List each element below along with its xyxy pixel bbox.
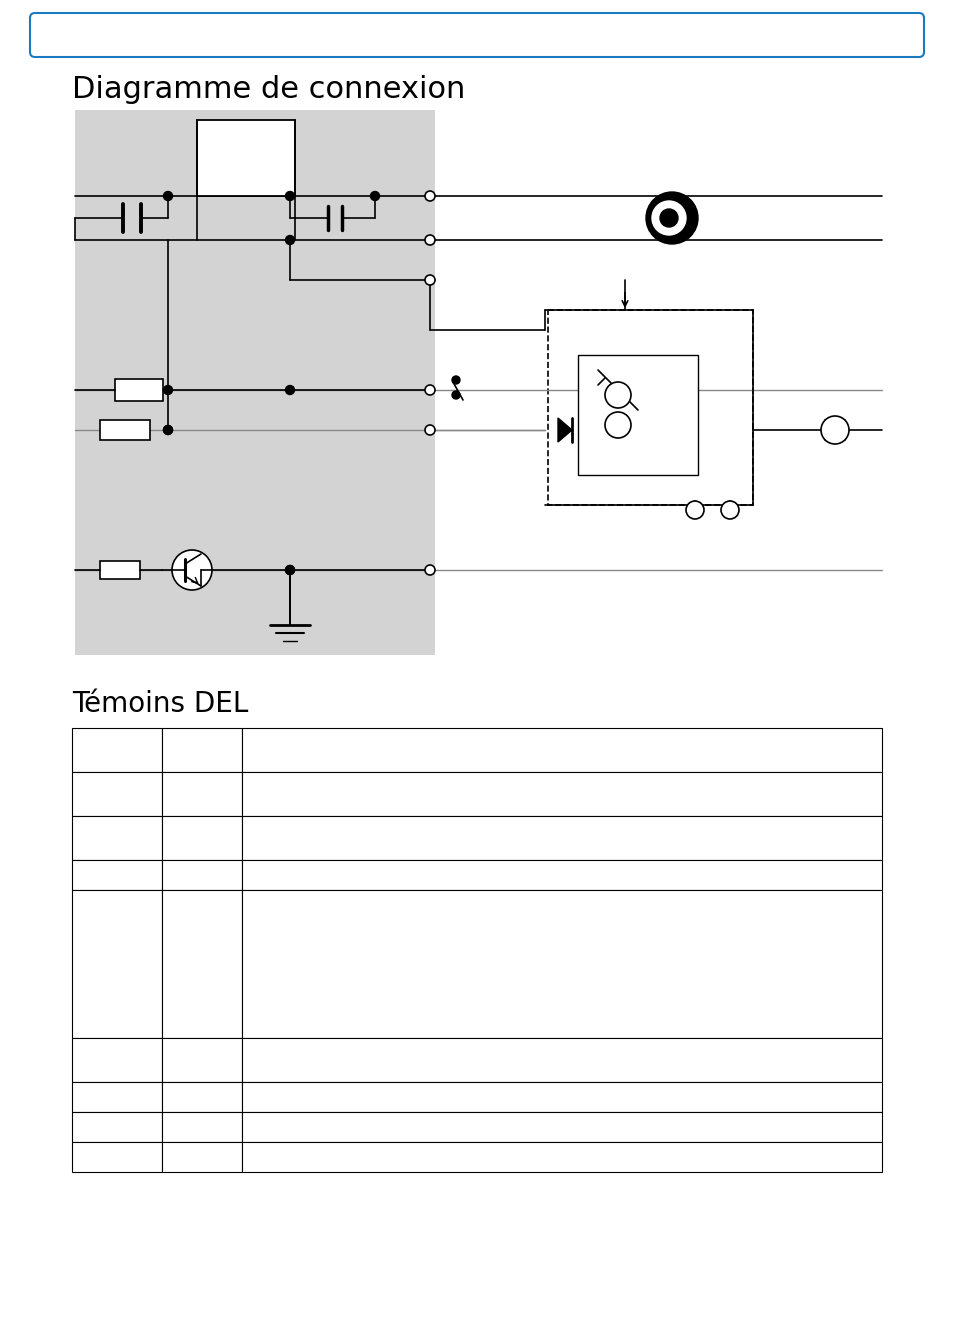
Text: Diagramme de connexion: Diagramme de connexion: [71, 75, 465, 104]
Bar: [162, 890, 242, 1038]
Text: Vert continu en cas de fonctionnement normal.
Remarque : Le voyant d'état peut ê: Vert continu en cas de fonctionnement no…: [250, 894, 770, 993]
Circle shape: [285, 566, 294, 575]
Circle shape: [163, 191, 172, 201]
Bar: [242, 1142, 882, 1173]
Circle shape: [285, 191, 294, 201]
Bar: [196, 120, 294, 197]
Bar: [162, 771, 242, 816]
Bar: [242, 890, 882, 1038]
Bar: [162, 1142, 242, 1173]
Text: Continu en cas de connexion à un réseau 10 Mbits/s. Clignote en cas d'activité
r: Continu en cas de connexion à un réseau …: [250, 821, 743, 850]
Circle shape: [424, 191, 435, 201]
Bar: [71, 771, 162, 816]
Text: En continu pendant le démarrage, la réinitialisation des valeurs d'usine ou la
r: En continu pendant le démarrage, la réin…: [250, 1043, 732, 1074]
Bar: [242, 771, 882, 816]
Text: Éteint: Éteint: [167, 865, 204, 878]
Circle shape: [424, 385, 435, 394]
Circle shape: [645, 193, 698, 243]
Text: Vert: Vert: [167, 1116, 193, 1130]
Circle shape: [424, 566, 435, 575]
Bar: [71, 1142, 162, 1173]
Bar: [578, 356, 698, 475]
Text: Connecteur: Connecteur: [77, 777, 150, 790]
Bar: [71, 860, 162, 890]
Text: Continu en cas de connexion à un réseau 100 Mbits/s. Clignote en cas d'activité
: Continu en cas de connexion à un réseau …: [250, 777, 752, 808]
Text: Rouge: Rouge: [167, 1087, 206, 1100]
Text: Orange: Orange: [167, 821, 213, 834]
Bar: [100, 420, 150, 440]
Circle shape: [285, 235, 294, 245]
Bar: [162, 1038, 242, 1082]
Bar: [242, 860, 882, 890]
Circle shape: [163, 425, 172, 435]
Bar: [242, 1112, 882, 1142]
Circle shape: [424, 235, 435, 245]
Circle shape: [163, 385, 172, 394]
Polygon shape: [558, 418, 572, 443]
Text: AXIS 210/210A/211/211A Guide d'installation: AXIS 210/210A/211/211A Guide d'installat…: [586, 28, 900, 41]
Circle shape: [285, 385, 294, 394]
Text: Couleur: Couleur: [167, 733, 221, 746]
Bar: [100, 562, 140, 579]
Text: Orange: Orange: [167, 1043, 213, 1056]
Bar: [71, 1038, 162, 1082]
Text: Fonctionnement normal.: Fonctionnement normal.: [250, 1116, 402, 1130]
Bar: [242, 1038, 882, 1082]
Circle shape: [452, 390, 459, 398]
Circle shape: [424, 275, 435, 285]
Circle shape: [452, 376, 459, 384]
Bar: [162, 729, 242, 771]
Text: Vert: Vert: [167, 894, 193, 908]
Bar: [242, 816, 882, 860]
Bar: [71, 1112, 162, 1142]
Text: Indication: Indication: [250, 733, 319, 746]
Circle shape: [370, 191, 379, 201]
Text: Connecteur: Connecteur: [77, 1116, 150, 1130]
Circle shape: [604, 382, 630, 408]
Bar: [242, 1082, 882, 1112]
Circle shape: [821, 416, 848, 444]
Text: Orange: Orange: [167, 1147, 213, 1161]
Circle shape: [651, 201, 685, 235]
Bar: [115, 378, 163, 401]
Bar: [162, 860, 242, 890]
Bar: [71, 1082, 162, 1112]
Circle shape: [285, 566, 294, 575]
Circle shape: [659, 209, 678, 227]
Bar: [71, 816, 162, 860]
Text: Clignote en vert/orange pendant la mise à niveau du microcode.: Clignote en vert/orange pendant la mise …: [250, 1147, 655, 1161]
Text: Pas de connexion réseau.: Pas de connexion réseau.: [250, 865, 410, 878]
Bar: [71, 890, 162, 1038]
Circle shape: [685, 501, 703, 519]
Bar: [242, 729, 882, 771]
Bar: [162, 1112, 242, 1142]
FancyBboxPatch shape: [30, 13, 923, 57]
Text: Témoins DEL: Témoins DEL: [71, 690, 248, 718]
Text: Clignote lentement en cas d'échec de la mise à niveau.: Clignote lentement en cas d'échec de la …: [250, 1087, 598, 1100]
Bar: [75, 110, 435, 655]
Bar: [547, 310, 752, 505]
Text: Page 32: Page 32: [53, 28, 109, 41]
Text: État: État: [77, 894, 102, 908]
Text: Vert: Vert: [167, 777, 193, 790]
Circle shape: [720, 501, 739, 519]
Bar: [71, 729, 162, 771]
Bar: [162, 1082, 242, 1112]
Bar: [162, 816, 242, 860]
Circle shape: [604, 412, 630, 439]
Circle shape: [172, 550, 212, 590]
Text: Témoin
DEL: Témoin DEL: [77, 733, 127, 762]
Circle shape: [424, 425, 435, 435]
Circle shape: [163, 425, 172, 435]
